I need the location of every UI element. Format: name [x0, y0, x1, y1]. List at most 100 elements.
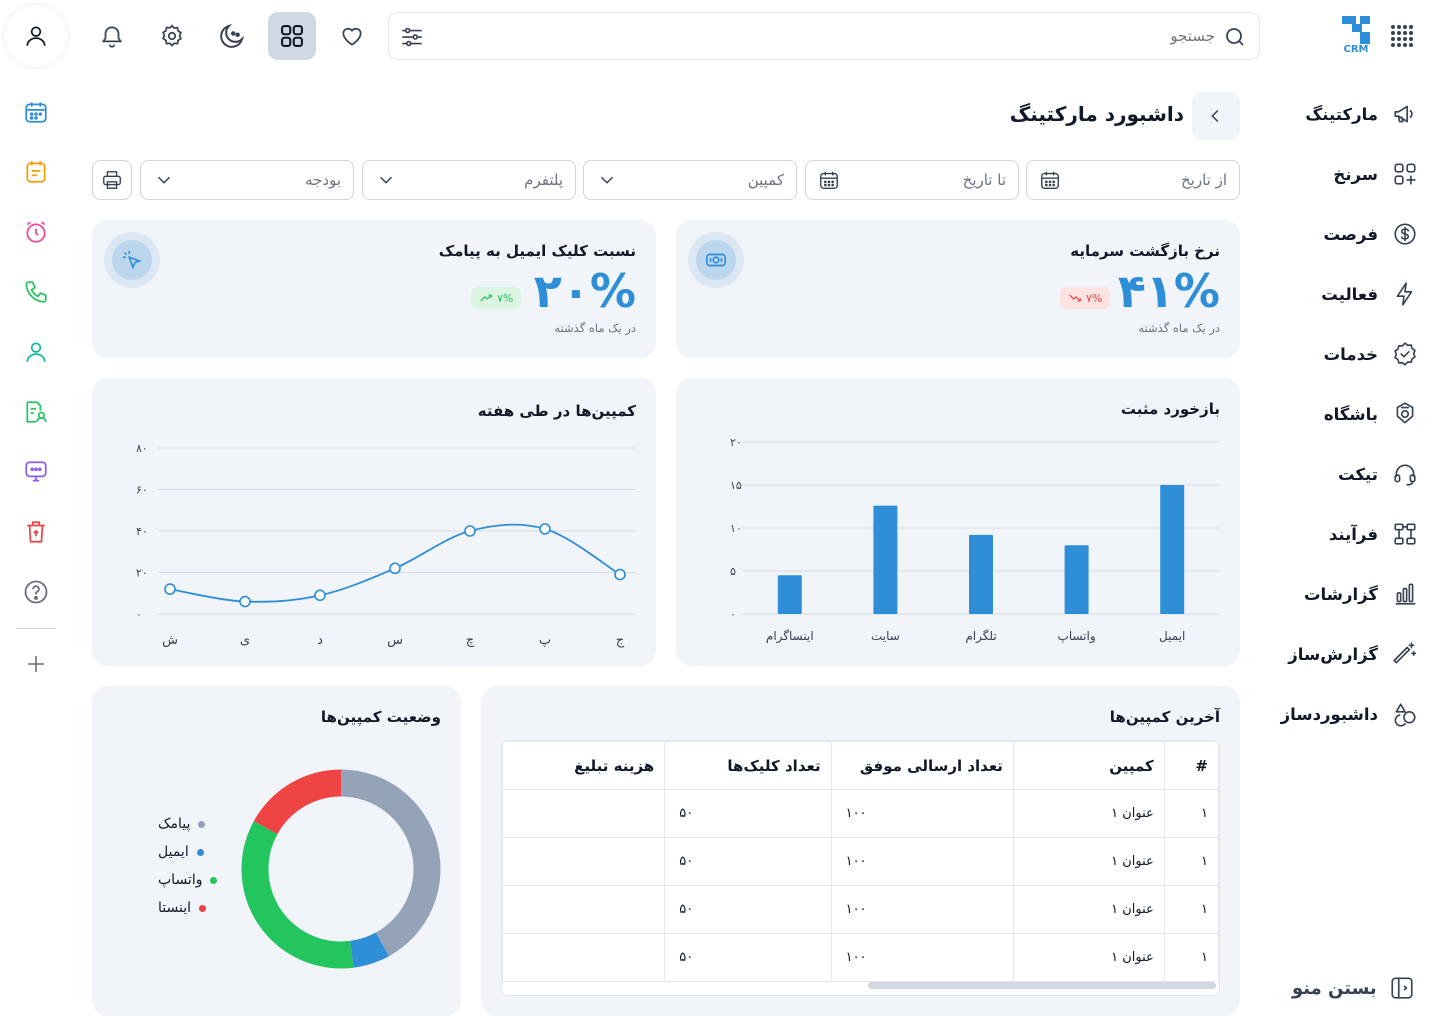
roi-icon-badge	[688, 232, 744, 288]
campaign-status-card: وضعیت کمپین‌ها پیامک ایمیل واتساپ اینستا	[92, 686, 461, 1016]
add-shortcut-button[interactable]	[16, 644, 56, 684]
kpi-value: ۲۰%	[533, 264, 636, 318]
profile-button[interactable]	[4, 4, 68, 68]
process-icon	[1394, 523, 1416, 545]
y-tick-label: ۶۰	[136, 484, 148, 497]
table-header-cell[interactable]: تعداد ارسالی موفق	[830, 741, 1014, 790]
recycle-bin-icon	[27, 521, 45, 543]
horizontal-scrollbar[interactable]	[868, 982, 1216, 989]
settings-button[interactable]	[148, 12, 196, 60]
data-point[interactable]	[539, 523, 551, 535]
data-point[interactable]	[614, 568, 626, 581]
from-date-filter[interactable]: از تاریخ	[1026, 160, 1240, 200]
filter-sliders-icon[interactable]	[399, 24, 425, 50]
alarm-clock-icon	[26, 221, 46, 243]
budget-select[interactable]: بودجه	[140, 160, 354, 200]
legend-item[interactable]: پیامک	[158, 816, 206, 832]
bar[interactable]	[777, 575, 802, 614]
sidebar-item-6[interactable]: باشگاه	[1268, 394, 1418, 434]
print-button[interactable]	[92, 160, 132, 200]
sidebar-item-8[interactable]: فرآیند	[1268, 514, 1418, 554]
legend-item[interactable]: ایمیل	[158, 844, 204, 860]
table-row[interactable]: ۱ عنوان ۱ ۱۰۰ ۵۰	[502, 933, 1219, 982]
table-cell: ۱۰۰	[830, 789, 1014, 838]
donut-slice[interactable]	[341, 769, 441, 957]
sidebar-item-1[interactable]: مارکتینگ	[1268, 94, 1418, 134]
sidebar-item-3[interactable]: فرصت	[1268, 214, 1418, 254]
back-button[interactable]	[1192, 92, 1240, 140]
platform-select[interactable]: پلتفرم	[362, 160, 576, 200]
sidebar-item-label: مارکتینگ	[1305, 104, 1378, 124]
donut-slice[interactable]	[350, 932, 389, 968]
crm-logo[interactable]: CRM	[1336, 12, 1376, 60]
table-scroll-area[interactable]: # کمپین تعداد ارسالی موفق تعداد کلیک‌ها هزین…	[501, 740, 1220, 996]
search-bar[interactable]	[388, 12, 1260, 60]
sidebar-item-10[interactable]: گزارش‌ساز	[1268, 634, 1418, 674]
table-cell: عنوان ۱	[1012, 789, 1165, 838]
bar-chart-icon	[1395, 583, 1416, 605]
donut-slice[interactable]	[253, 769, 341, 835]
bar[interactable]	[873, 505, 898, 614]
help-shortcut[interactable]	[16, 572, 56, 612]
sidebar-item-9[interactable]: گزارشات	[1268, 574, 1418, 614]
to-date-filter[interactable]: تا تاریخ	[805, 160, 1019, 200]
collapse-sidebar-icon	[1391, 977, 1413, 999]
y-tick-label: ۱۵	[730, 479, 742, 492]
click-ratio-kpi-card: نسبت کلیک ایمیل به پیامک ۲۰% ۷% در یک ما…	[92, 220, 656, 358]
table-header-cell[interactable]: #	[1163, 741, 1219, 790]
calendar-shortcut[interactable]	[16, 92, 56, 132]
app-launcher-button[interactable]	[1390, 24, 1414, 48]
megaphone-icon	[1394, 105, 1413, 123]
data-point[interactable]	[464, 525, 476, 537]
y-tick-label: ۲۰	[730, 436, 742, 449]
apps-button[interactable]	[268, 12, 316, 60]
table-header-cell[interactable]: هزینه تبلیغ	[502, 741, 666, 790]
search-input[interactable]	[455, 21, 1215, 51]
chevron-right-icon	[1211, 109, 1219, 123]
tasks-shortcut[interactable]	[16, 392, 56, 432]
bar[interactable]	[1160, 485, 1185, 614]
legend-item[interactable]: اینستا	[158, 900, 206, 916]
sidebar-item-11[interactable]: داشبوردساز	[1268, 694, 1418, 734]
theme-toggle-button[interactable]	[208, 12, 256, 60]
data-point[interactable]	[389, 562, 401, 575]
table-row[interactable]: ۱ عنوان ۱ ۱۰۰ ۵۰	[502, 789, 1219, 838]
money-icon	[706, 253, 726, 267]
x-tick-label: ایمیل	[1159, 629, 1185, 643]
data-point[interactable]	[164, 583, 176, 595]
campaign-select[interactable]: کمپین	[583, 160, 797, 200]
chat-shortcut[interactable]	[16, 452, 56, 492]
bar[interactable]	[1064, 545, 1089, 614]
sidebar-item-5[interactable]: خدمات	[1268, 334, 1418, 374]
bar[interactable]	[969, 534, 993, 614]
table-header-cell[interactable]: کمپین	[1012, 741, 1165, 790]
chart-title: کمپین‌ها در طی هفته	[477, 402, 636, 420]
legend-item[interactable]: واتساپ	[158, 872, 218, 888]
timer-shortcut[interactable]	[16, 212, 56, 252]
chart-title: وضعیت کمپین‌ها	[320, 708, 441, 726]
calls-shortcut[interactable]	[16, 272, 56, 312]
table-row[interactable]: ۱ عنوان ۱ ۱۰۰ ۵۰	[502, 837, 1219, 886]
favorites-button[interactable]	[328, 12, 376, 60]
printer-icon	[103, 171, 121, 189]
table-header-cell[interactable]: تعداد کلیک‌ها	[664, 741, 832, 790]
recycle-bin-shortcut[interactable]	[16, 512, 56, 552]
kpi-change-badge: ۷%	[471, 287, 522, 309]
sidebar-item-2[interactable]: سرنخ	[1268, 154, 1418, 194]
y-tick-label: ۲۰	[136, 567, 148, 580]
table-row[interactable]: ۱ عنوان ۱ ۱۰۰ ۵۰	[502, 885, 1219, 934]
close-menu-button[interactable]: بستن منو	[1292, 970, 1422, 1006]
contacts-shortcut[interactable]	[16, 332, 56, 372]
table-cell	[502, 885, 666, 934]
sidebar-item-label: باشگاه	[1323, 404, 1378, 424]
notifications-button[interactable]	[88, 12, 136, 60]
sidebar-item-7[interactable]: تیکت	[1268, 454, 1418, 494]
notes-shortcut[interactable]	[16, 152, 56, 192]
data-point[interactable]	[314, 589, 326, 602]
donut-slice[interactable]	[241, 821, 354, 969]
calendar-icon	[1041, 171, 1059, 189]
question-circle-icon	[24, 580, 48, 604]
sidebar-item-4[interactable]: فعالیت	[1268, 274, 1418, 314]
data-point[interactable]	[239, 595, 251, 608]
sidebar-item-label: گزارش‌ساز	[1288, 644, 1378, 664]
